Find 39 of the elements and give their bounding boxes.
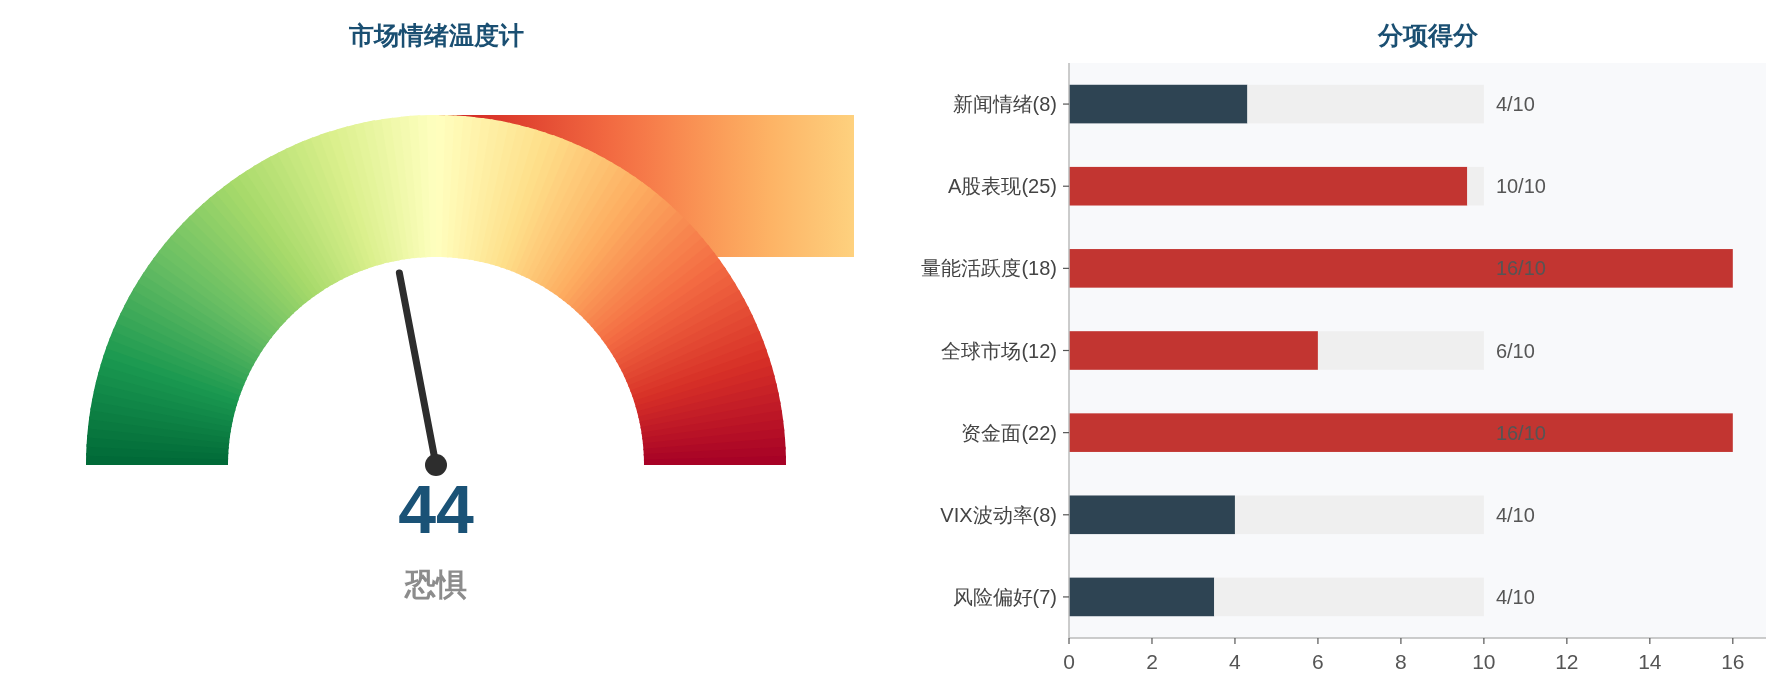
x-tick-label: 2 xyxy=(1146,650,1158,673)
bar xyxy=(1069,495,1235,535)
annotation: 16/10 xyxy=(1495,421,1546,444)
x-tick-label: 4 xyxy=(1229,650,1242,673)
bar xyxy=(1317,331,1484,370)
x-tick-label: 14 xyxy=(1638,650,1662,673)
x-tick-label: 6 xyxy=(1312,650,1324,673)
annotation: 4/10 xyxy=(1495,93,1535,116)
data-label: 44 xyxy=(398,471,474,547)
bar xyxy=(1234,495,1484,535)
annotation: 4/10 xyxy=(1495,503,1535,526)
y-tick-label: A股表现(25) xyxy=(948,175,1057,198)
annotation: 6/10 xyxy=(1495,339,1535,362)
bar xyxy=(1069,166,1468,206)
annotation: 16/10 xyxy=(1495,257,1546,280)
y-tick-label: 新闻情绪(8) xyxy=(952,93,1057,116)
annotation: 4/10 xyxy=(1495,585,1535,608)
x-tick-label: 12 xyxy=(1555,650,1579,673)
x-tick-label: 10 xyxy=(1472,650,1496,673)
y-tick-label: VIX波动率(8) xyxy=(940,503,1057,526)
x-tick-label: 8 xyxy=(1395,650,1407,673)
annotation: 10/10 xyxy=(1495,175,1546,198)
text: 市场情绪温度计 xyxy=(347,21,524,49)
bar xyxy=(1069,249,1733,288)
bar xyxy=(1467,166,1484,206)
bar xyxy=(1069,331,1318,370)
bar xyxy=(1069,577,1215,617)
bar xyxy=(1069,84,1248,124)
bar xyxy=(1247,84,1484,124)
x-tick-label: 0 xyxy=(1063,650,1075,673)
text: 恐惧 xyxy=(404,567,467,602)
y-tick-label: 资金面(22) xyxy=(961,421,1057,444)
chart-title: 分项得分 xyxy=(1376,21,1479,49)
y-tick-label: 风险偏好(7) xyxy=(952,585,1057,608)
bar xyxy=(1214,577,1484,617)
y-tick-label: 全球市场(12) xyxy=(941,339,1057,362)
x-tick-label: 16 xyxy=(1721,650,1745,673)
y-tick-label: 量能活跃度(18) xyxy=(921,257,1057,280)
bar xyxy=(1069,413,1733,452)
